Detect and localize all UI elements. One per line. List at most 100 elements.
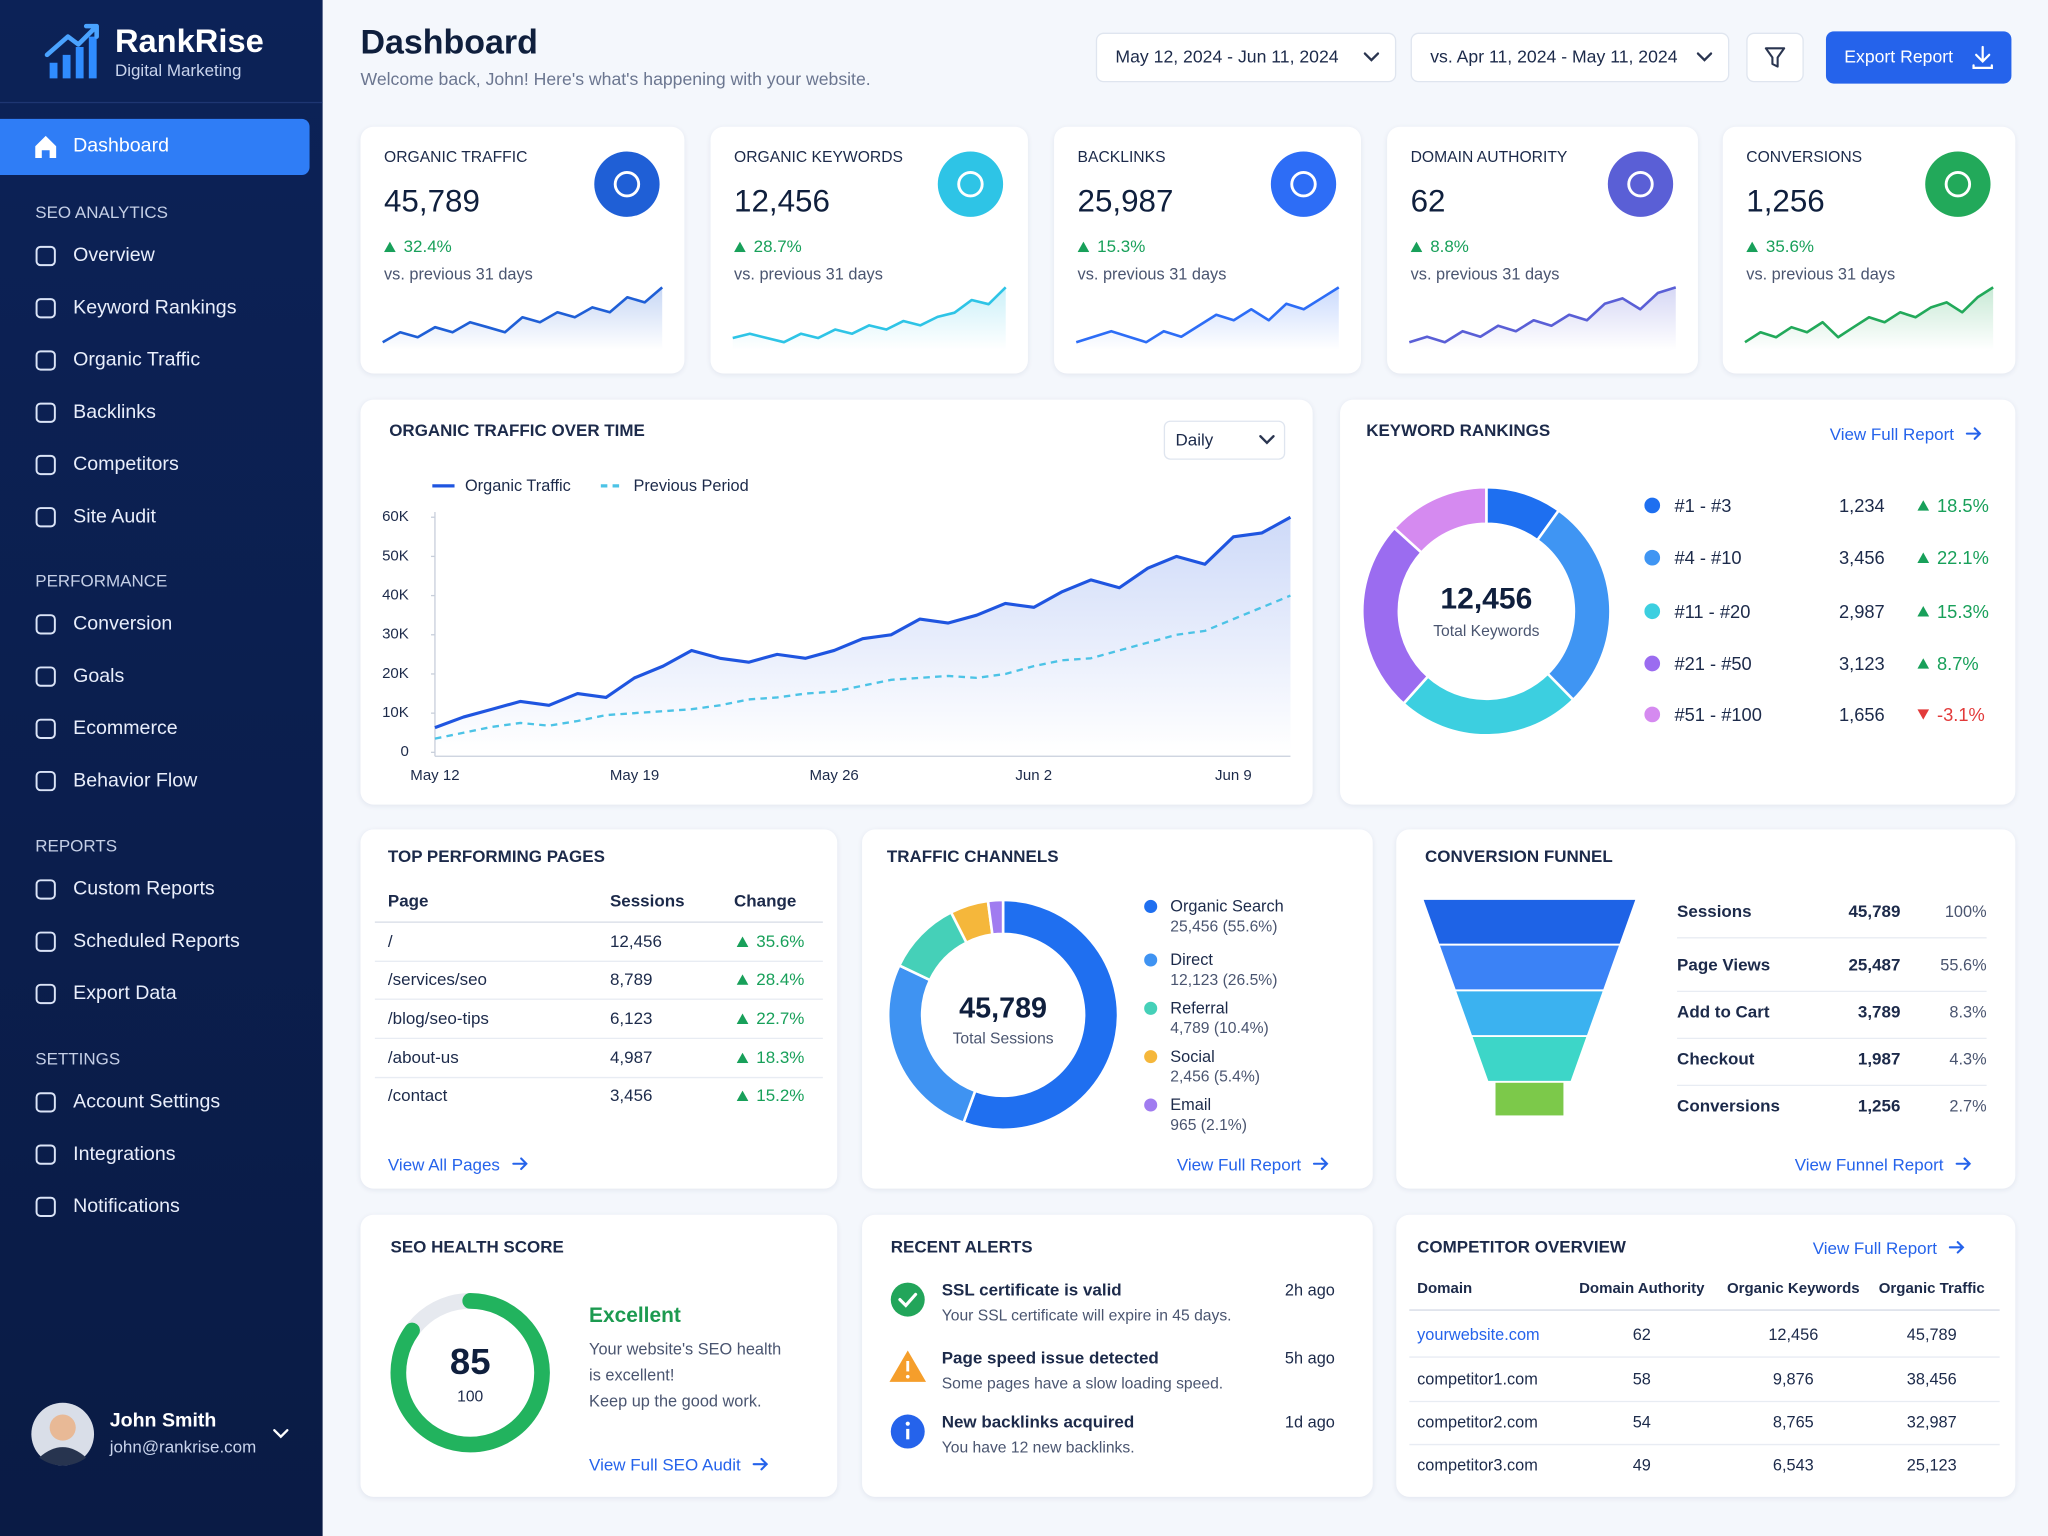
competitor-metric: 58 xyxy=(1632,1369,1651,1389)
nav-item[interactable]: Custom Reports xyxy=(73,878,215,901)
alert-time: 1d ago xyxy=(1284,1413,1335,1432)
compare-range-select[interactable] xyxy=(1410,32,1730,83)
change-text: 8.8% xyxy=(1430,237,1469,257)
triangle xyxy=(1917,606,1930,617)
page-sessions: 6,123 xyxy=(609,1007,653,1028)
nav-item[interactable]: Competitors xyxy=(73,453,179,476)
nav-item[interactable]: Scheduled Reports xyxy=(73,930,240,953)
nav-item[interactable]: Overview xyxy=(73,244,155,267)
date-range[interactable]: May 12, 2024 - Jun 11, 2024 xyxy=(1115,47,1339,67)
trend-triangle xyxy=(736,1090,749,1102)
funnel-stage-name: Page Views xyxy=(1677,954,1771,974)
kpi-note: vs. previous 31 days xyxy=(734,264,883,284)
nav-item[interactable]: Keyword Rankings xyxy=(73,296,237,320)
arrow-icon xyxy=(1955,1157,1972,1171)
score-message: is excellent! xyxy=(589,1366,675,1385)
competitor-metric: 62 xyxy=(1632,1325,1651,1344)
channel-name: Referral xyxy=(1170,999,1229,1018)
competitor-metric: 25,123 xyxy=(1906,1456,1957,1475)
link-text[interactable]: View Full SEO Audit xyxy=(589,1454,741,1474)
trend-triangle xyxy=(736,974,749,985)
legend-label: Organic Traffic xyxy=(464,476,571,495)
alert-time: 5h ago xyxy=(1284,1349,1335,1368)
export-label[interactable]: Export Report xyxy=(1844,47,1954,67)
nav-item[interactable]: Dashboard xyxy=(73,134,169,158)
alerts-card xyxy=(862,1214,1373,1497)
link-text[interactable]: View All Pages xyxy=(387,1153,500,1174)
funnel-stage-share: 100% xyxy=(1944,902,1987,921)
y-tick-label: 0 xyxy=(400,743,409,760)
period-label[interactable]: Daily xyxy=(1175,429,1214,449)
rank-change: 22.1% xyxy=(1917,545,1989,571)
alert-title: New backlinks acquired xyxy=(941,1411,1135,1431)
nav-item[interactable]: Integrations xyxy=(73,1143,176,1166)
view-funnel-link[interactable]: View Funnel Report xyxy=(1795,1152,1973,1176)
link-text[interactable]: View Funnel Report xyxy=(1794,1153,1944,1174)
alert-text: Your SSL certificate will expire in 45 d… xyxy=(941,1306,1232,1325)
user-name: John Smith xyxy=(109,1409,217,1432)
alert-text: Some pages have a slow loading speed. xyxy=(941,1374,1224,1393)
nav-section-title: PERFORMANCE xyxy=(35,570,168,590)
link-text[interactable]: View Full Report xyxy=(1176,1153,1302,1174)
user-email: john@rankrise.com xyxy=(109,1436,257,1456)
donut-total-label: Total Keywords xyxy=(1433,621,1540,641)
triangle xyxy=(736,974,749,985)
arrow-icon xyxy=(1948,1241,1965,1254)
alert-time: 2h ago xyxy=(1284,1281,1335,1300)
kpi-value: 25,987 xyxy=(1077,184,1174,220)
page-subtitle: Welcome back, John! Here's what's happen… xyxy=(360,69,871,90)
view-all-link[interactable]: View All Pages xyxy=(388,1152,529,1176)
trend-triangle xyxy=(1077,241,1090,253)
page-path: /services/seo xyxy=(387,968,488,989)
arrow xyxy=(752,1457,769,1471)
page-change: 35.6% xyxy=(736,930,804,954)
x-tick-label: Jun 9 xyxy=(1215,767,1252,784)
compare-range[interactable]: vs. Apr 11, 2024 - May 11, 2024 xyxy=(1430,47,1678,67)
link-text[interactable]: View Full Report xyxy=(1829,423,1954,444)
filter-button[interactable] xyxy=(1746,32,1804,83)
nav-item[interactable]: Ecommerce xyxy=(73,717,178,740)
arrow-icon xyxy=(752,1457,769,1471)
competitor-domain: competitor2.com xyxy=(1417,1413,1538,1432)
view-audit-link[interactable]: View Full SEO Audit xyxy=(589,1452,769,1476)
nav-item[interactable]: Conversion xyxy=(73,612,173,636)
kpi-change: 32.4% xyxy=(384,235,452,259)
triangle xyxy=(384,241,396,253)
x-tick-label: May 26 xyxy=(809,767,859,784)
change-text: 28.7% xyxy=(753,237,802,257)
kpi-change: 35.6% xyxy=(1746,235,1814,259)
view-report-link[interactable]: View Full Report xyxy=(1830,422,1983,446)
nav-item[interactable]: Account Settings xyxy=(73,1090,221,1114)
channel-value: 2,456 (5.4%) xyxy=(1170,1067,1261,1086)
kpi-note: vs. previous 31 days xyxy=(384,264,533,284)
nav-item[interactable]: Behavior Flow xyxy=(73,769,198,792)
triangle xyxy=(736,1052,749,1064)
trend-triangle xyxy=(736,1013,749,1024)
traffic-channels-card xyxy=(862,829,1373,1189)
card-title: COMPETITOR OVERVIEW xyxy=(1417,1236,1626,1256)
nav-item[interactable]: Backlinks xyxy=(73,401,156,424)
date-range-select[interactable] xyxy=(1095,32,1397,83)
funnel-stage-name: Sessions xyxy=(1677,900,1752,921)
competitor-metric: 6,543 xyxy=(1772,1456,1814,1475)
trend-triangle xyxy=(736,936,749,947)
change-text: 8.7% xyxy=(1936,653,1979,674)
arrow xyxy=(1965,427,1982,440)
view-report-link[interactable]: View Full Report xyxy=(1177,1152,1330,1176)
nav-item[interactable]: Organic Traffic xyxy=(73,349,201,372)
card-title: TOP PERFORMING PAGES xyxy=(387,845,605,866)
channel-value: 4,789 (10.4%) xyxy=(1170,1019,1269,1038)
rank-count: 1,656 xyxy=(1838,703,1885,725)
nav-item[interactable]: Notifications xyxy=(73,1195,180,1218)
nav-item[interactable]: Goals xyxy=(73,665,125,688)
page-sessions: 12,456 xyxy=(609,930,662,951)
view-report-link[interactable]: View Full Report xyxy=(1813,1236,1966,1260)
period-select[interactable] xyxy=(1163,420,1286,460)
change-text: 28.4% xyxy=(756,969,805,990)
link-text[interactable]: View Full Report xyxy=(1812,1237,1937,1258)
brand-name: RankRise xyxy=(114,23,264,60)
funnel-stage-name: Conversions xyxy=(1677,1095,1780,1115)
competitor-metric: 12,456 xyxy=(1768,1325,1819,1344)
nav-item[interactable]: Export Data xyxy=(73,982,177,1005)
nav-item[interactable]: Site Audit xyxy=(73,505,156,528)
